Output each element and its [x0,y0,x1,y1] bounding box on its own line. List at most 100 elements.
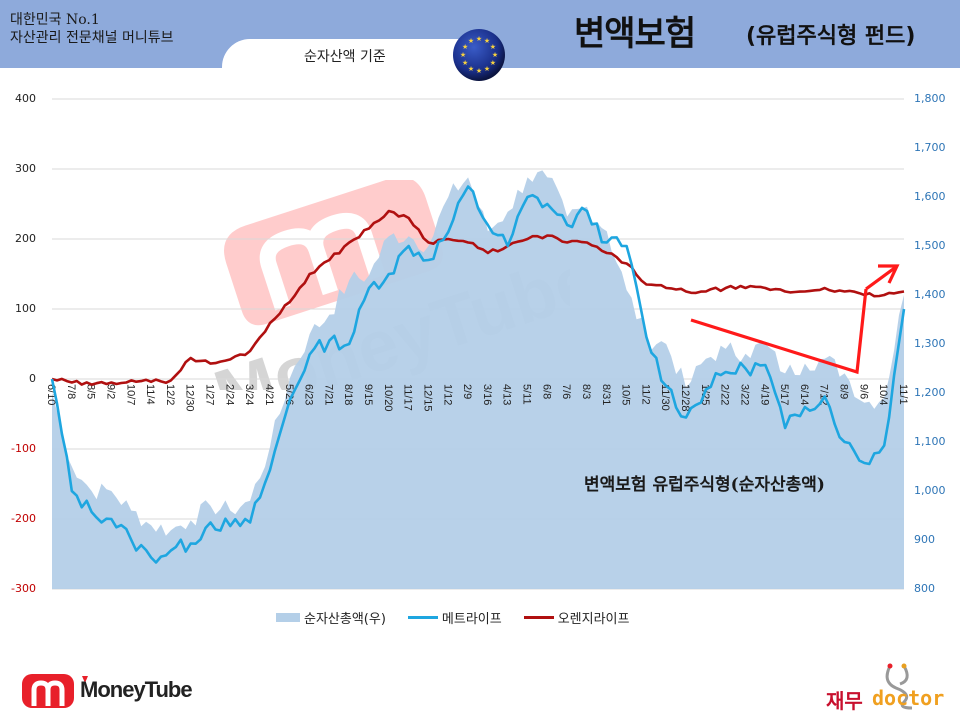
x-tick-label: 7/21 [322,384,334,405]
y-right-tick-label: 1,100 [914,435,946,448]
x-tick-label: 5/26 [283,384,295,405]
svg-text:★: ★ [484,37,490,45]
jaemu-logo-text: 재무 [826,689,863,713]
legend-item-net-assets: 순자산총액(우) [276,608,386,627]
doctor-logo-text: doctor [872,686,945,710]
x-tick-label: 11/2 [639,384,651,405]
stethoscope-icon [885,663,913,710]
y-right-tick-label: 1,500 [914,239,946,252]
chart-annotation: 변액보험 유럽주식형(순자산총액) [584,475,825,495]
y-right-tick-label: 1,600 [914,190,946,203]
legend-area-swatch [276,612,300,622]
x-tick-label: 3/24 [243,384,255,405]
x-tick-label: 12/28 [679,384,691,412]
x-tick-label: 8/18 [342,384,354,405]
subtitle-tab [222,39,482,79]
y-right-tick-label: 1,000 [914,484,946,497]
legend-line-swatch [523,615,554,619]
x-tick-label: 5/17 [778,384,790,405]
legend-label: 순자산총액(우) [304,611,386,627]
trend-arrow-annotation [690,264,900,375]
y-right-tick-label: 1,200 [914,386,946,399]
moneytube-logo-icon [22,674,88,708]
x-tick-label: 8/31 [600,384,612,405]
svg-text:★: ★ [490,59,496,67]
y-right-tick-label: 800 [914,582,935,595]
x-tick-label: 1/12 [441,384,453,405]
svg-text:★: ★ [460,51,466,59]
x-tick-label: 1/27 [204,384,216,405]
x-tick-label: 4/19 [758,384,770,405]
net-assets-area [52,170,904,589]
y-left-tick-label: 200 [15,232,36,245]
x-tick-label: 3/22 [739,384,751,405]
x-tick-label: 11/1 [897,384,909,405]
y-left-tick-label: 400 [15,92,36,105]
svg-text:★: ★ [468,65,474,73]
x-tick-label: 11/17 [402,384,414,411]
page-title-sub: (유럽주식형 펀드) [746,24,916,49]
x-tick-label: 12/30 [184,384,196,412]
x-tick-label: 9/15 [362,384,374,405]
x-tick-label: 10/4 [877,384,889,405]
legend-label: 메트라이프 [441,611,502,627]
svg-text:★: ★ [476,35,482,43]
x-tick-label: 4/13 [501,384,513,405]
x-tick-label: 11/30 [659,384,671,411]
x-tick-label: 2/9 [461,384,473,399]
y-right-tick-label: 1,400 [914,288,946,301]
svg-text:★: ★ [492,51,498,59]
y-left-tick-label: -300 [11,582,36,595]
x-tick-label: 3/16 [481,384,493,405]
svg-text:★: ★ [484,65,490,73]
svg-text:★: ★ [490,43,496,51]
y-left-tick-label: 300 [15,162,36,175]
legend-item-orangelife: 오렌지라이프 [523,608,630,627]
x-tick-label: 10/5 [620,384,632,405]
y-right-tick-label: 1,800 [914,92,946,105]
x-tick-label: 10/20 [382,384,394,412]
legend-line-swatch [407,615,438,619]
svg-text:★: ★ [476,67,482,75]
x-tick-label: 10/7 [124,384,136,405]
y-left-tick-label: 100 [15,302,36,315]
y-left-tick-label: -200 [11,512,36,525]
svg-text:★: ★ [462,59,468,67]
brand-channel-name: 자산관리 전문채널 머니튜브 [10,30,174,46]
y-right-tick-label: 900 [914,533,935,546]
x-tick-label: 12/15 [422,384,434,412]
x-tick-label: 6/23 [303,384,315,405]
x-tick-label: 2/22 [719,384,731,405]
x-tick-label: 8/5 [85,384,97,399]
x-tick-label: 8/9 [838,384,850,399]
chart-legend: 순자산총액(우) 메트라이프 오렌지라이프 [276,607,651,627]
x-tick-label: 9/6 [857,384,869,399]
x-tick-label: 11/4 [144,384,156,405]
x-tick-label: 6/8 [540,384,552,399]
x-tick-label: 2/24 [223,384,235,405]
brand-tagline: 대한민국 No.1 [10,12,100,28]
y-left-tick-label: -100 [11,442,36,455]
y-right-tick-label: 1,700 [914,141,946,154]
moneytube-logo-text: MoneyTube [80,677,193,702]
x-tick-label: 5/11 [521,384,533,405]
y-right-tick-label: 1,300 [914,337,946,350]
x-tick-label: 7/8 [65,384,77,399]
subtitle-label: 순자산액 기준 [304,49,386,65]
orangelife-line [51,209,905,386]
x-tick-label: 4/21 [263,384,275,405]
y-left-tick-label: 0 [29,372,36,385]
legend-item-metlife: 메트라이프 [407,608,502,627]
legend-label: 오렌지라이프 [557,611,630,627]
page-title: 변액보험 [574,14,696,54]
eu-flag-icon: ★ ★★★★★★★★★★★ [453,29,505,81]
svg-text:★: ★ [462,43,468,51]
x-tick-label: 7/6 [560,384,572,399]
fund-chart: 6/10 7/8 8/5 9/2 10/7 11/4 12/2 12/30 1/27 2/24 3/… [45,98,909,590]
x-tick-label: 6/14 [798,384,810,405]
x-tick-label: 12/2 [164,384,176,405]
x-tick-label: 8/3 [580,384,592,399]
svg-text:★: ★ [468,37,474,45]
metlife-line [50,185,906,564]
x-tick-label: 9/2 [104,384,116,399]
